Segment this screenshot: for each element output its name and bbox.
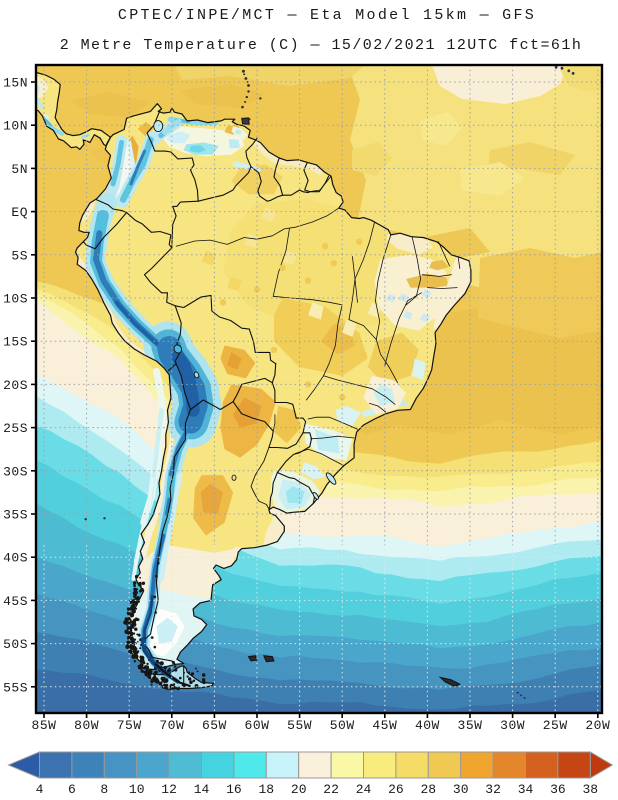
- svg-text:2 Metre Temperature (C) — 15/0: 2 Metre Temperature (C) — 15/02/2021 12U…: [60, 37, 583, 54]
- svg-text:20W: 20W: [585, 718, 610, 733]
- svg-text:50S: 50S: [3, 637, 28, 652]
- svg-text:55S: 55S: [3, 680, 28, 695]
- svg-text:5S: 5S: [11, 248, 28, 263]
- svg-text:40W: 40W: [415, 718, 440, 733]
- svg-text:35W: 35W: [458, 718, 483, 733]
- svg-text:15N: 15N: [3, 76, 28, 91]
- svg-text:65W: 65W: [202, 718, 227, 733]
- svg-text:70W: 70W: [159, 718, 184, 733]
- svg-text:25S: 25S: [3, 421, 28, 436]
- svg-text:6: 6: [68, 782, 76, 797]
- svg-text:34: 34: [518, 782, 534, 797]
- svg-text:26: 26: [388, 782, 404, 797]
- svg-text:22: 22: [323, 782, 339, 797]
- svg-text:20S: 20S: [3, 378, 28, 393]
- svg-text:EQ: EQ: [11, 205, 28, 220]
- svg-text:20: 20: [291, 782, 307, 797]
- svg-text:60W: 60W: [245, 718, 270, 733]
- svg-text:18: 18: [258, 782, 274, 797]
- svg-text:8: 8: [100, 782, 108, 797]
- svg-text:25W: 25W: [543, 718, 568, 733]
- svg-text:40S: 40S: [3, 551, 28, 566]
- svg-text:16: 16: [226, 782, 242, 797]
- svg-text:45W: 45W: [372, 718, 397, 733]
- svg-text:32: 32: [485, 782, 501, 797]
- svg-text:14: 14: [194, 782, 210, 797]
- svg-text:28: 28: [420, 782, 436, 797]
- svg-text:CPTEC/INPE/MCT — Eta Model 15: CPTEC/INPE/MCT — Eta Model 15km — GFS: [118, 7, 536, 24]
- svg-text:55W: 55W: [287, 718, 312, 733]
- svg-text:36: 36: [550, 782, 566, 797]
- svg-text:35S: 35S: [3, 508, 28, 523]
- svg-text:10S: 10S: [3, 292, 28, 307]
- svg-text:5N: 5N: [11, 162, 28, 177]
- svg-text:45S: 45S: [3, 594, 28, 609]
- svg-text:38: 38: [582, 782, 598, 797]
- svg-text:10: 10: [129, 782, 145, 797]
- svg-text:30: 30: [453, 782, 469, 797]
- svg-text:24: 24: [356, 782, 372, 797]
- svg-text:85W: 85W: [32, 718, 57, 733]
- svg-text:80W: 80W: [74, 718, 99, 733]
- svg-text:75W: 75W: [117, 718, 142, 733]
- svg-text:10N: 10N: [3, 119, 28, 134]
- svg-text:15S: 15S: [3, 335, 28, 350]
- svg-text:30W: 30W: [500, 718, 525, 733]
- svg-text:50W: 50W: [330, 718, 355, 733]
- svg-text:30S: 30S: [3, 464, 28, 479]
- svg-text:4: 4: [36, 782, 44, 797]
- svg-text:12: 12: [161, 782, 177, 797]
